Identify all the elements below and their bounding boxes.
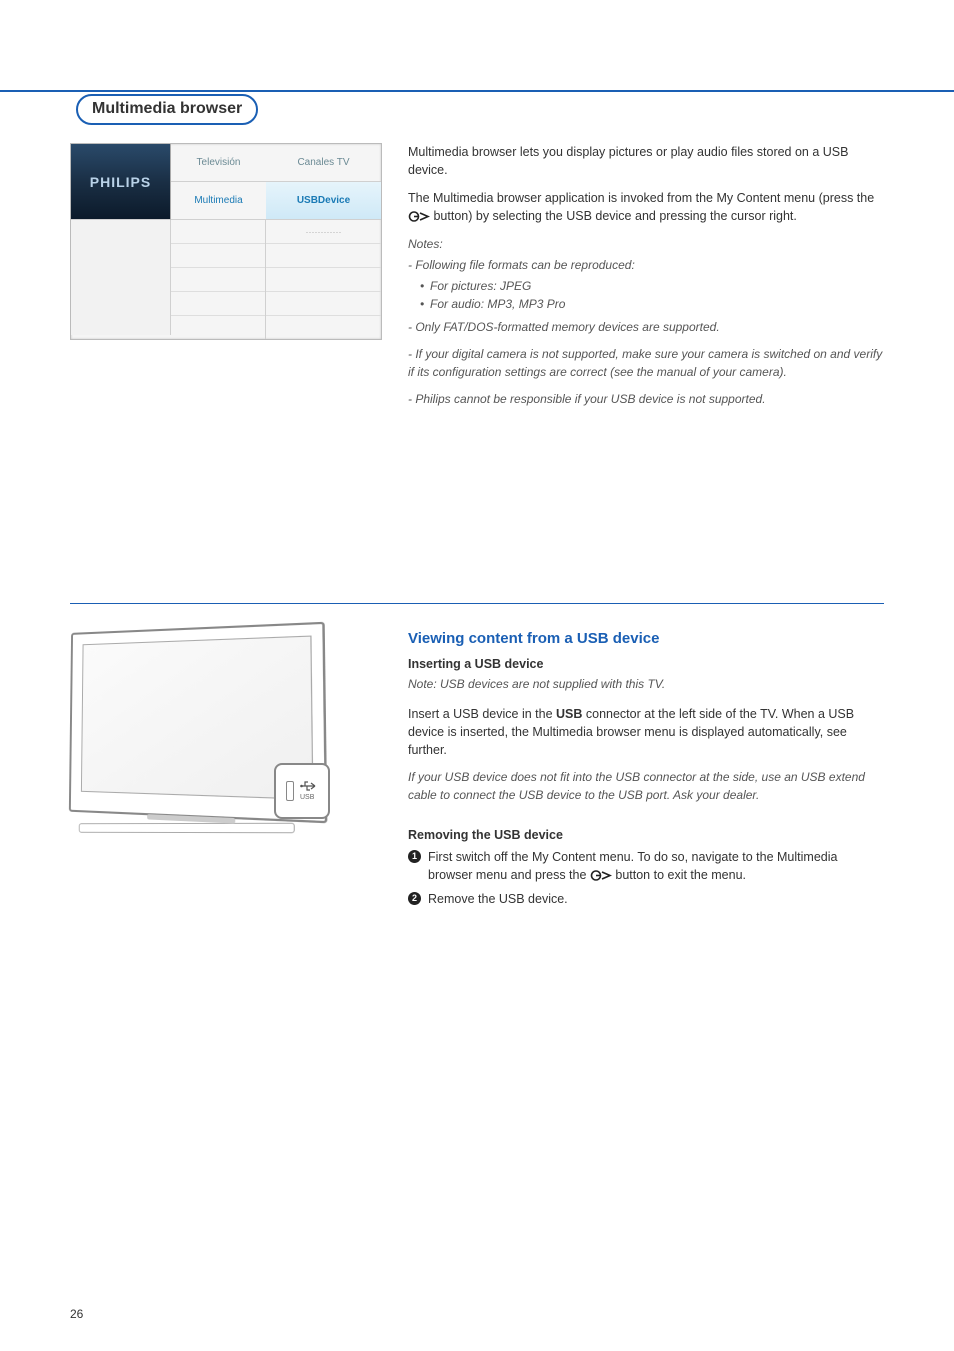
notes-cam: - If your digital camera is not supporte…	[408, 346, 884, 381]
s2-steps: 1 First switch off the My Content menu. …	[408, 848, 884, 908]
tv-illustration: USB	[70, 632, 330, 837]
content-button-icon-2	[590, 869, 612, 884]
menu-brand: PHILIPS	[71, 144, 171, 220]
menu-r2c2: Multimedia	[171, 182, 266, 220]
notes-li2: For audio: MP3, MP3 Pro	[420, 296, 884, 313]
menu-list-b	[171, 220, 266, 339]
s2-p1-bold: USB	[556, 707, 582, 721]
s2-p1: Insert a USB device in the USB connector…	[408, 705, 884, 759]
section2-right: Viewing content from a USB device Insert…	[408, 628, 884, 915]
s1-intro-p2b: button) by selecting the USB device and …	[433, 209, 796, 223]
section1-right: Multimedia browser lets you display pict…	[408, 143, 884, 413]
s2-sub1: Inserting a USB device	[408, 655, 884, 673]
s2-title: Viewing content from a USB device	[408, 628, 884, 650]
s2-sub2: Removing the USB device	[408, 826, 884, 844]
notes-phil: - Philips cannot be responsible if your …	[408, 391, 884, 408]
menu-screenshot: PHILIPS Televisión Canales TV Multimedia…	[70, 143, 382, 340]
step-num-2: 2	[408, 892, 421, 905]
s2-note1: Note: USB devices are not supplied with …	[408, 676, 884, 693]
s1-notes: Notes: - Following file formats can be r…	[408, 236, 884, 409]
section1-left: PHILIPS Televisión Canales TV Multimedia…	[70, 143, 380, 413]
notes-li1: For pictures: JPEG	[420, 278, 884, 295]
page-number: 26	[70, 1307, 83, 1321]
section1-title: Multimedia browser	[76, 94, 258, 125]
menu-r2c3: USBDevice	[266, 182, 381, 220]
top-rule	[0, 90, 954, 92]
section2-columns: USB Viewing content from a USB device In…	[70, 628, 884, 915]
s1-intro-p2: The Multimedia browser application is in…	[408, 189, 884, 225]
notes-heading: Notes:	[408, 236, 884, 253]
s2-step1b: button to exit the menu.	[615, 868, 746, 882]
s2-ital2: If your USB device does not fit into the…	[408, 769, 884, 804]
usb-callout: USB	[274, 763, 330, 819]
usb-label: USB	[300, 794, 318, 801]
section2-left: USB	[70, 628, 380, 915]
menu-r1c3: Canales TV	[266, 144, 381, 182]
s1-intro-p2a: The Multimedia browser application is in…	[408, 191, 874, 205]
s1-intro-p1: Multimedia browser lets you display pict…	[408, 143, 884, 179]
s2-step2-text: Remove the USB device.	[428, 892, 568, 906]
section1-title-wrap: Multimedia browser	[70, 94, 884, 125]
s2-step2: 2 Remove the USB device.	[408, 890, 884, 908]
s2-p1a: Insert a USB device in the	[408, 707, 556, 721]
menu-list-c: ············	[266, 220, 381, 339]
section-divider	[70, 603, 884, 604]
menu-list-a	[71, 220, 171, 335]
notes-formats: - Following file formats can be reproduc…	[408, 257, 884, 274]
section1-columns: PHILIPS Televisión Canales TV Multimedia…	[70, 143, 884, 413]
step-num-1: 1	[408, 850, 421, 863]
content-button-icon	[408, 210, 430, 225]
usb-icon	[300, 780, 318, 794]
notes-fat: - Only FAT/DOS-formatted memory devices …	[408, 319, 884, 336]
s2-step1: 1 First switch off the My Content menu. …	[408, 848, 884, 884]
menu-dots: ············	[266, 220, 381, 244]
menu-r1c2: Televisión	[171, 144, 266, 182]
